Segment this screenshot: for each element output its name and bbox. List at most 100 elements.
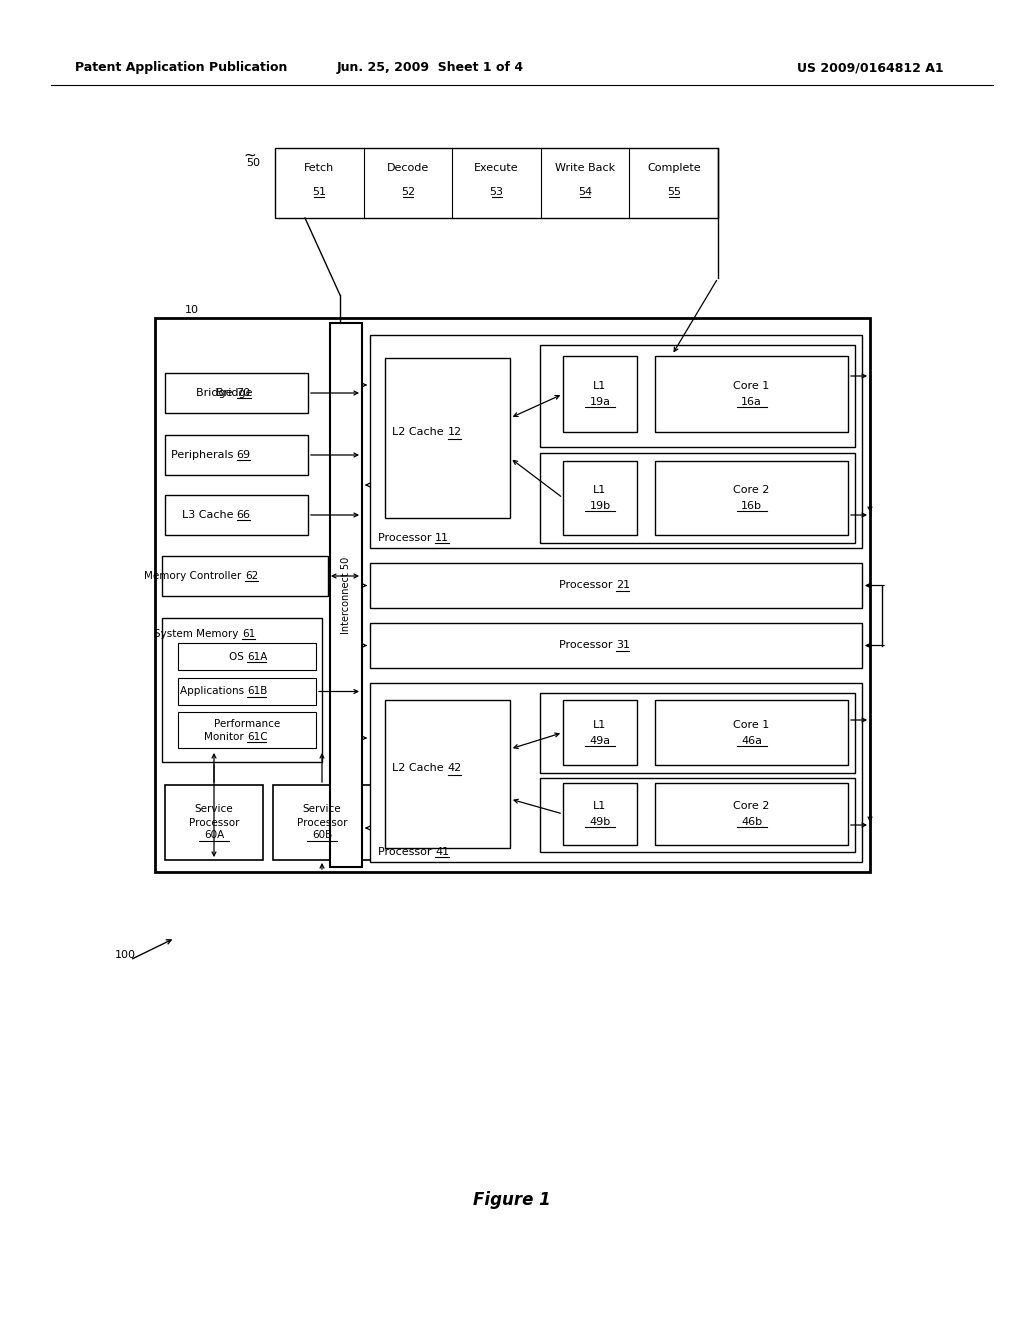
Text: Processor: Processor: [378, 847, 435, 857]
Text: Bridge: Bridge: [216, 388, 256, 399]
Text: Bridge: Bridge: [197, 388, 237, 399]
Text: L1: L1: [593, 719, 606, 730]
Text: L2 Cache: L2 Cache: [392, 426, 447, 437]
Bar: [275, 148, 718, 218]
Text: Jun. 25, 2009  Sheet 1 of 4: Jun. 25, 2009 Sheet 1 of 4: [337, 62, 523, 74]
Text: L1: L1: [593, 381, 606, 391]
Bar: [563, 356, 637, 432]
Text: Core 2: Core 2: [733, 484, 770, 495]
Text: 19b: 19b: [590, 502, 610, 511]
Bar: [178, 711, 316, 748]
Text: 16a: 16a: [741, 397, 762, 407]
Bar: [655, 356, 848, 432]
Bar: [178, 643, 316, 671]
Bar: [273, 785, 371, 861]
Text: 46a: 46a: [741, 735, 762, 746]
Text: 54: 54: [578, 187, 592, 197]
Text: US 2009/0164812 A1: US 2009/0164812 A1: [797, 62, 943, 74]
Bar: [563, 461, 637, 535]
Text: 55: 55: [667, 187, 681, 197]
Text: 66: 66: [237, 510, 251, 520]
Text: 52: 52: [400, 187, 415, 197]
Bar: [370, 564, 862, 609]
Text: Applications: Applications: [179, 686, 247, 697]
Text: Peripherals: Peripherals: [171, 450, 237, 459]
Text: Execute: Execute: [474, 162, 519, 173]
Text: Processor: Processor: [297, 817, 347, 828]
Text: Figure 1: Figure 1: [473, 1191, 551, 1209]
Text: 42: 42: [447, 763, 462, 774]
Text: 10: 10: [185, 305, 199, 315]
Text: 61A: 61A: [247, 652, 267, 661]
Text: Fetch: Fetch: [304, 162, 335, 173]
Bar: [655, 783, 848, 845]
Text: 21: 21: [616, 581, 630, 590]
Bar: [165, 374, 308, 413]
Bar: [370, 335, 862, 548]
Text: 16b: 16b: [741, 502, 762, 511]
Text: Decode: Decode: [387, 162, 429, 173]
Bar: [540, 345, 855, 447]
Text: 19a: 19a: [590, 397, 610, 407]
Text: L2 Cache: L2 Cache: [392, 763, 447, 774]
Text: Processor: Processor: [378, 533, 435, 543]
Text: System Memory: System Memory: [155, 630, 242, 639]
Bar: [165, 495, 308, 535]
Bar: [330, 323, 362, 867]
Text: Complete: Complete: [647, 162, 700, 173]
Text: ~: ~: [244, 148, 256, 162]
Text: Memory Controller: Memory Controller: [144, 572, 245, 581]
Text: Core 2: Core 2: [733, 801, 770, 810]
Text: 100: 100: [115, 950, 136, 960]
Text: Core 1: Core 1: [733, 381, 770, 391]
Text: 62: 62: [245, 572, 258, 581]
Text: Interconnect 50: Interconnect 50: [341, 556, 351, 634]
Text: 11: 11: [435, 533, 449, 543]
Text: Core 1: Core 1: [733, 719, 770, 730]
Bar: [385, 700, 510, 847]
Text: 61B: 61B: [247, 686, 267, 697]
Bar: [540, 693, 855, 774]
Bar: [162, 556, 328, 597]
Text: Write Back: Write Back: [555, 162, 615, 173]
Bar: [178, 678, 316, 705]
Text: L3 Cache: L3 Cache: [181, 510, 237, 520]
Bar: [370, 623, 862, 668]
Text: Performance: Performance: [214, 719, 281, 729]
Bar: [370, 682, 862, 862]
Text: 61: 61: [242, 630, 255, 639]
Text: 50: 50: [246, 158, 260, 168]
Text: OS: OS: [229, 652, 247, 661]
Text: 12: 12: [447, 426, 462, 437]
Bar: [540, 777, 855, 851]
Bar: [540, 453, 855, 543]
Bar: [385, 358, 510, 517]
Text: 60A: 60A: [204, 830, 224, 841]
Text: 49a: 49a: [590, 735, 610, 746]
Bar: [155, 318, 870, 873]
Bar: [655, 461, 848, 535]
Bar: [563, 700, 637, 766]
Bar: [165, 785, 263, 861]
Text: 61C: 61C: [247, 733, 267, 742]
Text: 41: 41: [435, 847, 450, 857]
Text: 46b: 46b: [741, 817, 762, 828]
Text: Monitor: Monitor: [204, 733, 247, 742]
Text: L1: L1: [593, 484, 606, 495]
Text: 60B: 60B: [312, 830, 332, 841]
Text: Service: Service: [195, 804, 233, 814]
Text: Patent Application Publication: Patent Application Publication: [75, 62, 288, 74]
Text: 53: 53: [489, 187, 504, 197]
Text: Processor: Processor: [559, 581, 616, 590]
Text: 31: 31: [616, 640, 630, 651]
Text: Processor: Processor: [188, 817, 240, 828]
Text: Service: Service: [303, 804, 341, 814]
Text: 69: 69: [237, 450, 251, 459]
Text: L1: L1: [593, 801, 606, 810]
Text: 70: 70: [237, 388, 251, 399]
Bar: [655, 700, 848, 766]
Bar: [162, 618, 322, 762]
Bar: [563, 783, 637, 845]
Text: 49b: 49b: [590, 817, 610, 828]
Text: 51: 51: [312, 187, 327, 197]
